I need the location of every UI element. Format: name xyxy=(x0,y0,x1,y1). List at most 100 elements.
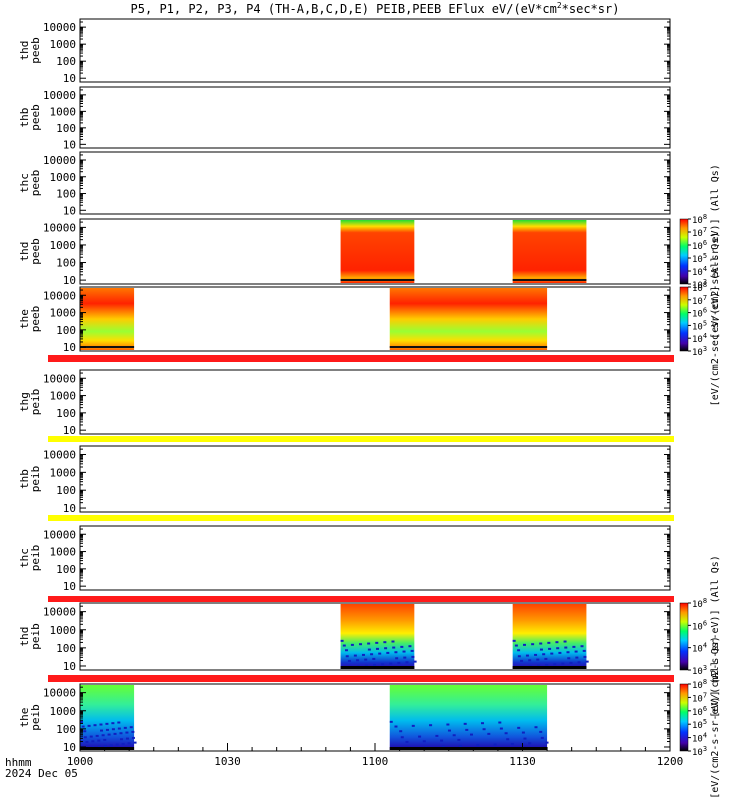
noise-speckle xyxy=(469,733,473,736)
colorbar-tick-label: 106 xyxy=(692,705,707,718)
noise-speckle xyxy=(458,744,462,747)
noise-speckle xyxy=(435,734,439,737)
noise-speckle xyxy=(400,645,404,648)
noise-speckle xyxy=(512,639,516,642)
colorbar-tick-label: 104 xyxy=(692,332,707,345)
noise-speckle xyxy=(99,723,103,726)
y-tick-label: 10 xyxy=(63,138,76,151)
noise-speckle xyxy=(370,653,374,656)
y-tick-label: 10 xyxy=(63,204,76,217)
noise-speckle xyxy=(113,732,117,735)
noise-speckle xyxy=(539,642,543,645)
noise-speckle xyxy=(517,726,521,729)
noise-speckle xyxy=(127,742,131,745)
noise-speckle xyxy=(350,643,354,646)
noise-speckle xyxy=(408,645,412,648)
colorbar-tick-label: 107 xyxy=(692,691,707,704)
noise-speckle xyxy=(517,649,521,652)
y-tick-label: 10 xyxy=(63,274,76,287)
noise-speckle xyxy=(563,640,567,643)
low-energy-band xyxy=(80,747,135,750)
y-tick-label: 100 xyxy=(56,122,76,135)
noise-speckle xyxy=(534,653,538,656)
noise-speckle xyxy=(115,743,119,746)
noise-speckle xyxy=(105,728,109,731)
colorbar-gradient xyxy=(679,683,689,752)
noise-speckle xyxy=(100,729,104,732)
noise-speckle xyxy=(117,727,121,730)
noise-speckle xyxy=(397,661,401,664)
noise-speckle xyxy=(95,734,99,737)
colorbar-gradient xyxy=(679,286,689,352)
noise-speckle xyxy=(91,740,95,743)
y-tick-label: 10000 xyxy=(43,154,76,167)
y-tick-label: 10000 xyxy=(43,289,76,302)
noise-speckle xyxy=(537,664,541,667)
noise-speckle xyxy=(520,659,524,662)
noise-speckle xyxy=(585,660,589,663)
noise-speckle xyxy=(83,730,87,733)
colorbar-tick-label: 108 xyxy=(692,597,707,610)
noise-speckle xyxy=(340,639,344,642)
y-tick-label: 10 xyxy=(63,741,76,754)
noise-speckle xyxy=(394,651,398,654)
y-tick-label: 1000 xyxy=(50,307,77,320)
noise-speckle xyxy=(481,722,485,725)
noise-speckle xyxy=(120,738,124,741)
noise-speckle xyxy=(504,732,508,735)
noise-speckle xyxy=(125,731,129,734)
noise-speckle xyxy=(506,738,510,741)
noise-speckle xyxy=(411,724,415,727)
noise-speckle xyxy=(550,652,554,655)
panel-frame xyxy=(79,86,671,149)
noise-speckle xyxy=(547,641,551,644)
noise-speckle xyxy=(418,735,422,738)
spectrogram-block xyxy=(389,288,548,350)
panel-probe-label: thd xyxy=(18,627,31,647)
y-tick-label: 10000 xyxy=(43,449,76,462)
noise-speckle xyxy=(577,661,581,664)
noise-speckle xyxy=(364,658,368,661)
chart-title: P5, P1, P2, P3, P4 (TH-A,B,C,D,E) PEIB,P… xyxy=(130,1,620,16)
noise-speckle xyxy=(441,745,445,748)
noise-speckle xyxy=(400,736,404,739)
y-tick-label: 10000 xyxy=(43,221,76,234)
y-tick-label: 1000 xyxy=(50,390,77,403)
noise-speckle xyxy=(105,722,109,725)
noise-speckle xyxy=(542,653,546,656)
noise-speckle xyxy=(446,723,450,726)
noise-speckle xyxy=(440,739,444,742)
noise-speckle xyxy=(111,728,115,731)
panel-frame xyxy=(79,369,671,435)
noise-speckle xyxy=(89,735,93,738)
noise-speckle xyxy=(356,659,360,662)
panel-product-label: peeb xyxy=(29,238,42,265)
y-tick-label: 10000 xyxy=(43,687,76,700)
colorbar-label: [eV/(cm2-sec-sr-eV)] (All Qs) xyxy=(710,232,721,407)
y-tick-label: 100 xyxy=(56,723,76,736)
colorbar-tick-label: 106 xyxy=(692,619,707,632)
noise-speckle xyxy=(367,648,371,651)
noise-speckle xyxy=(574,650,578,653)
noise-speckle xyxy=(392,646,396,649)
noise-speckle xyxy=(361,653,365,656)
noise-speckle xyxy=(391,640,395,643)
noise-speckle xyxy=(482,728,486,731)
y-tick-label: 10000 xyxy=(43,89,76,102)
colorbar-tick-label: 106 xyxy=(692,239,707,252)
noise-speckle xyxy=(422,740,426,743)
noise-speckle xyxy=(394,725,398,728)
panel-frame xyxy=(79,151,671,215)
noise-speckle xyxy=(528,742,532,745)
panel-probe-label: thd xyxy=(18,242,31,262)
low-energy-band xyxy=(512,666,587,669)
